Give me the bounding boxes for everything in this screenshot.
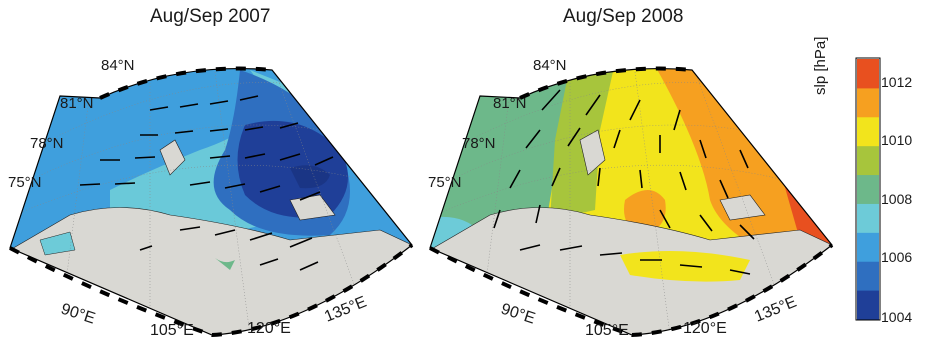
colorbar-segment	[857, 174, 879, 204]
lon-label-90e-2008: 90°E	[499, 301, 537, 328]
slp-field-2007	[10, 68, 412, 335]
frame-bottom-2007	[9, 243, 414, 338]
lat-label-75n-2008: 75°N	[428, 174, 462, 191]
colorbar-segment	[857, 87, 879, 118]
lat-label-81n-2007: 81°N	[60, 95, 94, 112]
lon-label-120e-2007: 120°E	[247, 320, 291, 337]
slp-field-2008	[430, 68, 832, 335]
colorbar	[855, 57, 881, 321]
colorbar-segment	[857, 290, 879, 320]
colorbar-tick-1010: 1010	[881, 132, 913, 148]
colorbar-segment	[857, 59, 879, 89]
lat-label-75n-2007: 75°N	[8, 174, 42, 191]
colorbar-tick-1004: 1004	[881, 309, 913, 325]
island-nsi-2008	[719, 194, 766, 221]
frame-bottom-2008	[429, 243, 834, 338]
colorbar-segment	[857, 145, 879, 176]
lat-label-84n-2007: 84°N	[101, 57, 135, 74]
slp-band-1008-land	[215, 258, 235, 270]
colorbar-segment	[857, 232, 879, 262]
island-svalbard-like-2008	[579, 129, 606, 176]
frame-top-2008	[519, 66, 693, 100]
colorbar-segment	[857, 261, 879, 291]
slp-band-1009	[550, 68, 620, 220]
lon-label-120e-2008: 120°E	[683, 320, 727, 337]
lat-label-81n-2008: 81°N	[493, 95, 527, 112]
lat-label-78n-2007: 78°N	[30, 135, 64, 152]
colorbar-tick-1008: 1008	[881, 191, 913, 207]
frame-top-2007	[99, 66, 273, 100]
panel-title-2007: Aug/Sep 2007	[150, 6, 271, 27]
lon-label-90e-2007: 90°E	[59, 301, 97, 328]
colorbar-title: slp [hPa]	[812, 36, 829, 95]
lon-label-135e-2008: 135°E	[752, 294, 799, 326]
lon-label-105e-2007: 105°E	[150, 322, 194, 339]
island-svalbard-like	[159, 139, 186, 176]
lat-label-84n-2008: 84°N	[533, 57, 567, 74]
colorbar-segment	[857, 116, 879, 147]
colorbar-tick-1006: 1006	[881, 249, 913, 265]
lon-label-105e-2008: 105°E	[585, 322, 629, 339]
map-panel-2008: 84°N 81°N 78°N 75°N 90°E 105°E 120°E 135…	[428, 57, 834, 339]
wind-vectors-2008	[493, 89, 755, 275]
lat-label-78n-2008: 78°N	[462, 135, 496, 152]
colorbar-tick-1012: 1012	[881, 74, 913, 90]
slp-yellow-land	[620, 251, 750, 282]
sea-inlet	[39, 231, 76, 256]
colorbar-segment	[857, 203, 879, 233]
wind-vectors-2007	[79, 95, 334, 271]
panel-title-2008: Aug/Sep 2008	[563, 6, 684, 27]
map-panel-2007: 84°N 81°N 78°N 75°N 90°E 105°E 120°E 135…	[8, 57, 414, 339]
colorbar-frame	[855, 57, 881, 321]
